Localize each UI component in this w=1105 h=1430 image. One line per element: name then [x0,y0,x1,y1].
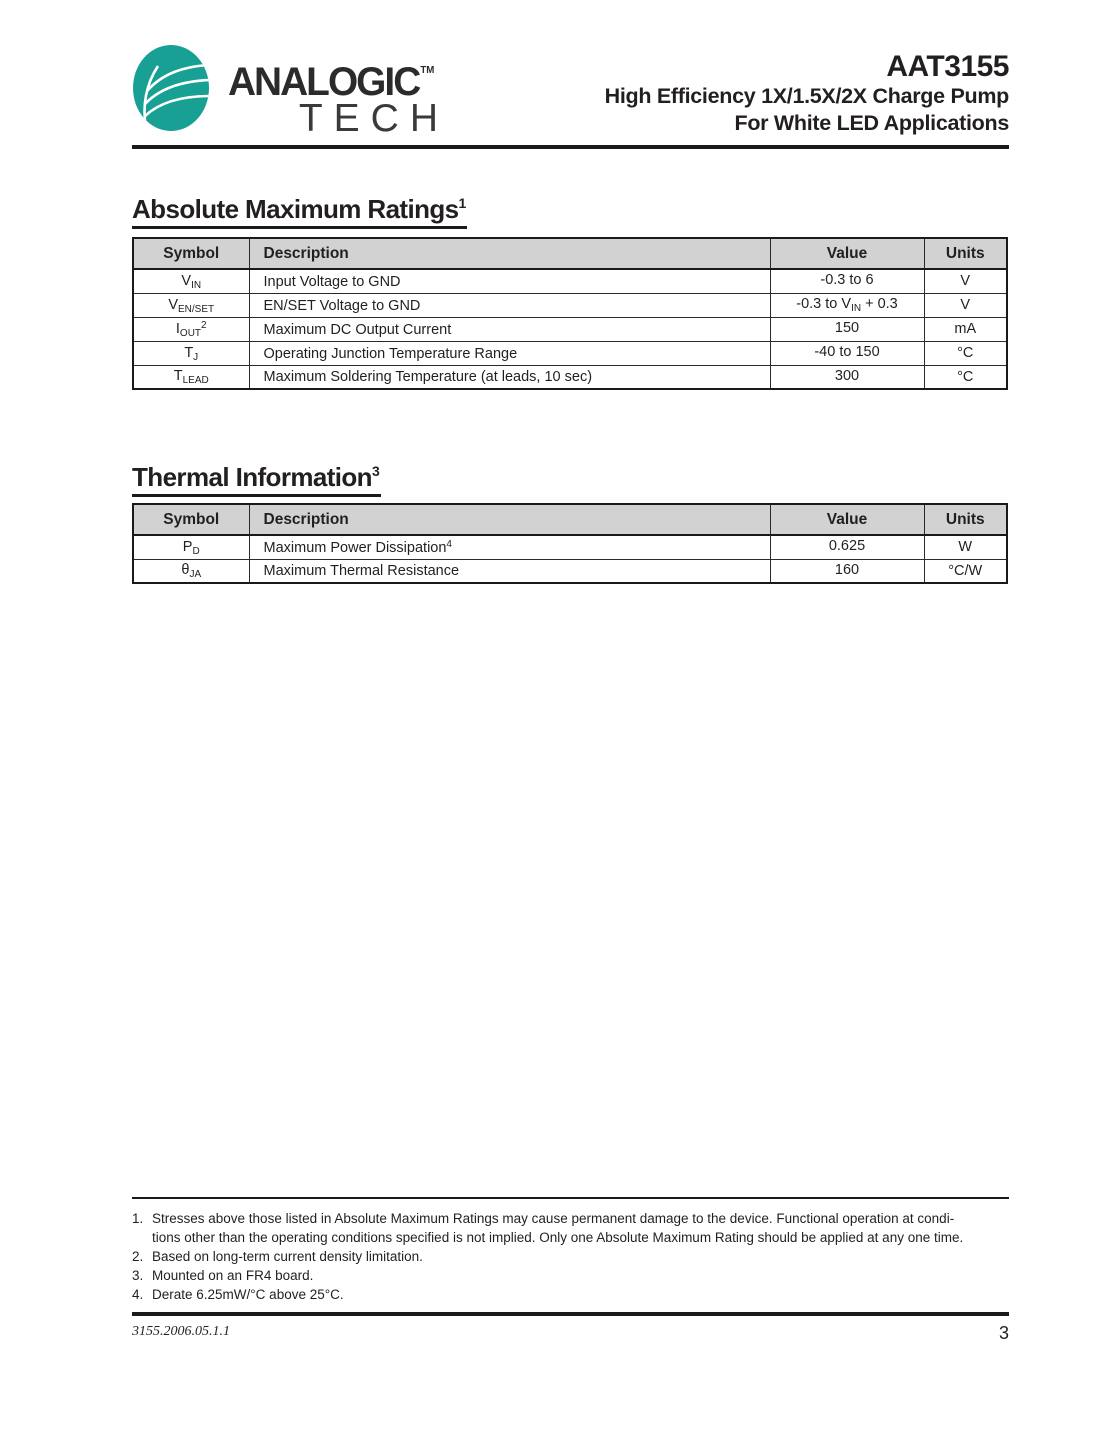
units-cell: °C/W [923,558,1008,584]
value-cell: -40 to 150 [769,340,925,366]
symbol-cell: θJA [132,558,250,584]
description-cell: Maximum Soldering Temperature (at leads,… [248,364,771,390]
units-cell: °C [923,364,1008,390]
document-code: 3155.2006.05.1.1 [132,1324,230,1339]
description-cell: Maximum DC Output Current [248,316,771,342]
table-header-row: Symbol Description Value Units [132,237,1008,270]
description-cell: Input Voltage to GND [248,268,771,294]
symbol-cell: TJ [132,340,250,366]
footnote-line: tions other than the operating condition… [152,1230,964,1245]
table-row: PD Maximum Power Dissipation4 0.625 W [132,534,1008,560]
footnotes: 1. Stresses above those listed in Absolut… [132,1209,1012,1304]
table-row: VIN Input Voltage to GND -0.3 to 6 V [132,268,1008,294]
thermal-information-table: Symbol Description Value Units PD Maximu… [132,503,1008,584]
column-header-description: Description [248,237,771,270]
footnote-line: 1. Stresses above those listed in Absolut… [132,1211,955,1226]
section-title-footnote-ref: 1 [458,195,467,211]
units-cell: V [923,268,1008,294]
symbol-cell: PD [132,534,250,560]
value-cell: 0.625 [769,534,925,560]
column-header-value: Value [769,503,925,536]
part-number: AAT3155 [886,50,1009,83]
units-cell: V [923,292,1008,318]
page-number: 3 [998,1323,1009,1343]
analogictech-leaf-icon [133,45,209,131]
symbol-cell: IOUT2 [132,316,250,342]
column-header-symbol: Symbol [132,503,250,536]
units-cell: °C [923,340,1008,366]
table-row: VEN/SET EN/SET Voltage to GND -0.3 to VI… [132,292,1008,318]
description-cell: EN/SET Voltage to GND [248,292,771,318]
logo-name: ANALOGIC [227,60,421,104]
value-cell: 160 [769,558,925,584]
trademark-symbol: TM [420,65,435,76]
value-cell: -0.3 to 6 [769,268,925,294]
section-title-thermal-information: Thermal Information3 [132,458,381,497]
column-header-units: Units [923,503,1008,536]
units-cell: mA [923,316,1008,342]
table-row: TLEAD Maximum Soldering Temperature (at … [132,364,1008,390]
header-rule [132,145,1009,149]
table-row: IOUT2 Maximum DC Output Current 150 mA [132,316,1008,342]
section-title-text: Thermal Information [132,462,373,492]
column-header-description: Description [248,503,771,536]
logo-wordmark-tech: TECH [298,97,449,140]
analogictech-logo: ANALOGICTM TECH [132,44,441,138]
logo-wordmark-analogic: ANALOGICTM [219,52,435,104]
table-row: TJ Operating Junction Temperature Range … [132,340,1008,366]
section-title-text: Absolute Maximum Ratings [132,194,459,224]
symbol-cell: VIN [132,268,250,294]
footnote-separator-rule [132,1197,1009,1199]
absolute-maximum-ratings-table: Symbol Description Value Units VIN Input… [132,237,1008,390]
footnote-line: 2. Based on long-term current density lim… [132,1249,423,1264]
symbol-cell: TLEAD [132,364,250,390]
description-cell: Maximum Power Dissipation4 [248,534,771,560]
table-header-row: Symbol Description Value Units [132,503,1008,536]
page-header: ANALOGICTM TECH AAT3155 High Efficiency … [132,44,1010,144]
section-title-footnote-ref: 3 [371,463,380,479]
value-cell: 150 [769,316,925,342]
column-header-units: Units [923,237,1008,270]
footnote-line: 4. Derate 6.25mW/°C above 25°C. [132,1287,344,1302]
value-cell: -0.3 to VIN + 0.3 [769,292,925,318]
value-cell: 300 [769,364,925,390]
description-cell: Maximum Thermal Resistance [248,558,771,584]
section-title-absolute-maximum-ratings: Absolute Maximum Ratings1 [132,190,468,229]
units-cell: W [923,534,1008,560]
footer-rule [132,1312,1009,1316]
subtitle-line2: For White LED Applications [734,111,1010,135]
title-block: AAT3155 High Efficiency 1X/1.5X/2X Charg… [604,50,1010,137]
column-header-symbol: Symbol [132,237,250,270]
description-cell: Operating Junction Temperature Range [248,340,771,366]
subtitle-line1: High Efficiency 1X/1.5X/2X Charge Pump [604,84,1010,108]
page-footer: 3155.2006.05.1.1 3 [132,1324,1009,1342]
table-row: θJA Maximum Thermal Resistance 160 °C/W [132,558,1008,584]
analogictech-logo-text: ANALOGICTM TECH [219,52,441,138]
column-header-value: Value [769,237,925,270]
footnote-line: 3. Mounted on an FR4 board. [132,1268,314,1283]
symbol-cell: VEN/SET [132,292,250,318]
